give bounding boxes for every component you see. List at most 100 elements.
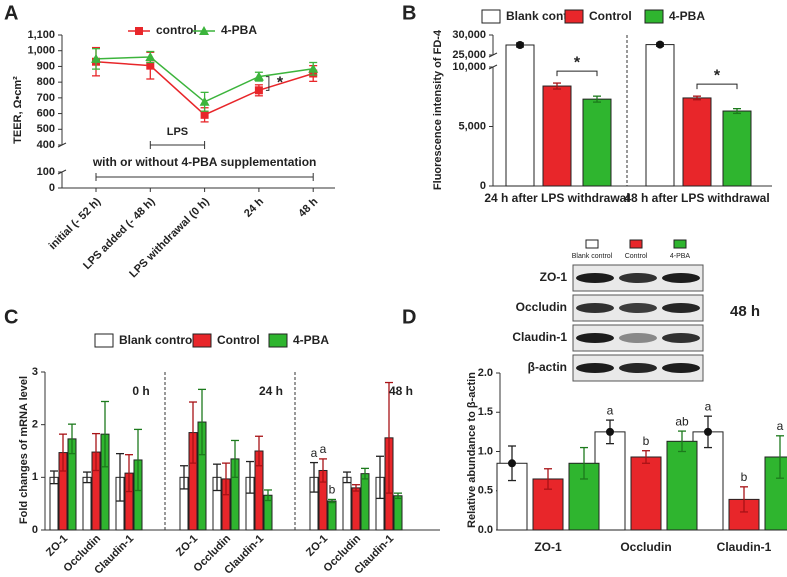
blot-band [619, 273, 657, 283]
y-tick-label: 3 [32, 366, 38, 378]
mean-dot [656, 40, 664, 49]
mean-dot [704, 427, 712, 436]
blot-band [662, 363, 700, 373]
annotation: * [714, 67, 721, 84]
legend-label: Blank control [506, 9, 583, 23]
group-letter: a [311, 446, 318, 460]
blot-legend-label: 4-PBA [670, 253, 691, 260]
error-bar [310, 461, 318, 493]
legend-label: 4-PBA [293, 333, 329, 347]
y-tick-label: 2 [32, 419, 38, 431]
error-bar [68, 423, 76, 455]
legend-label: 4-PBA [669, 9, 705, 23]
significance-bracket [265, 76, 270, 91]
y-tick-label: 0.0 [478, 524, 493, 536]
bar [327, 500, 337, 531]
lps-bracket [149, 141, 206, 149]
y-tick-label: 400 [37, 139, 55, 151]
bar [764, 456, 787, 531]
error-bar [343, 471, 351, 484]
annotation: with or without 4-PBA supplementation [92, 155, 317, 169]
error-bar [255, 435, 263, 467]
marker [146, 61, 155, 70]
blot-legend-swatch [629, 239, 643, 249]
legend-label: control [156, 23, 197, 37]
legend-swatch [192, 333, 212, 348]
error-bar [231, 439, 239, 478]
y-tick-label: 0 [32, 524, 38, 536]
marker [91, 53, 101, 63]
marker [253, 71, 264, 81]
y-tick-label: 800 [37, 76, 55, 88]
marker [308, 63, 319, 73]
significance-bracket [556, 70, 598, 77]
legend-label: 4-PBA [221, 23, 257, 37]
error-bar [319, 458, 327, 483]
legend-label: Blank control [119, 333, 196, 347]
error-bar [693, 95, 701, 101]
error-bar [180, 465, 188, 490]
legend-label: Control [217, 333, 260, 347]
error-bar [352, 484, 360, 492]
blot-legend-label: Control [625, 253, 648, 260]
legend-marker [135, 27, 143, 35]
bar [393, 495, 403, 531]
blot-band [576, 333, 614, 343]
blot-band [576, 363, 614, 373]
y-tick-label: 30,000 [452, 29, 486, 41]
panel-title: 24 h [259, 384, 283, 398]
panel-label: D [402, 306, 416, 328]
blot-time: 48 h [730, 303, 760, 320]
y-axis-title: Fold changes of mRNA level [18, 376, 30, 524]
bar [692, 431, 724, 531]
error-bar [92, 432, 100, 472]
bar [582, 98, 612, 187]
error-bar [83, 471, 91, 484]
bar [666, 440, 698, 531]
x-tick-label: ZO-1 [534, 540, 562, 554]
y-tick-label: 500 [37, 123, 55, 135]
group-letter: a [607, 403, 614, 417]
error-bar [222, 462, 230, 496]
y-tick-label: 1.0 [478, 445, 493, 457]
error-bar [50, 470, 58, 485]
axis-break [488, 64, 498, 70]
marker [254, 86, 263, 95]
y-tick-label: 10,000 [452, 61, 486, 73]
y-tick-label: 1 [32, 471, 38, 483]
error-bar [733, 108, 741, 115]
blot-row-label: ZO-1 [540, 270, 568, 284]
annotation: LPS [167, 126, 188, 138]
blot-row-label: β-actin [528, 360, 567, 374]
mean-dot [508, 459, 516, 468]
blot-band [619, 333, 657, 343]
y-axis-title: TEER, Ω•cm² [12, 76, 24, 144]
bar [645, 44, 675, 187]
group-letter: b [329, 483, 336, 497]
bar [360, 473, 370, 531]
legend-marker [199, 26, 209, 35]
blot-band [619, 363, 657, 373]
supplementation-bracket [95, 173, 314, 181]
bar [542, 85, 572, 187]
blot-legend-label: Blank control [572, 253, 613, 260]
x-tick-label: Occludin [620, 540, 671, 554]
error-bar [134, 428, 142, 492]
panel-label: C [4, 306, 18, 328]
panel-title: 0 h [132, 384, 149, 398]
y-tick-label: 1.5 [478, 406, 493, 418]
blot-legend-swatch [585, 239, 599, 249]
y-tick-label: 1,100 [27, 29, 55, 41]
bar [594, 431, 626, 531]
y-tick-label: 900 [37, 60, 55, 72]
blot-band [662, 303, 700, 313]
y-tick-label: 5,000 [458, 120, 486, 132]
error-bar [361, 467, 369, 480]
group-letter: b [643, 434, 650, 448]
error-bar [59, 433, 67, 472]
bar [82, 476, 92, 531]
y-tick-label: 0 [49, 182, 55, 194]
x-tick-label: 48 h after LPS withdrawal [624, 191, 769, 205]
error-bar [376, 455, 384, 500]
